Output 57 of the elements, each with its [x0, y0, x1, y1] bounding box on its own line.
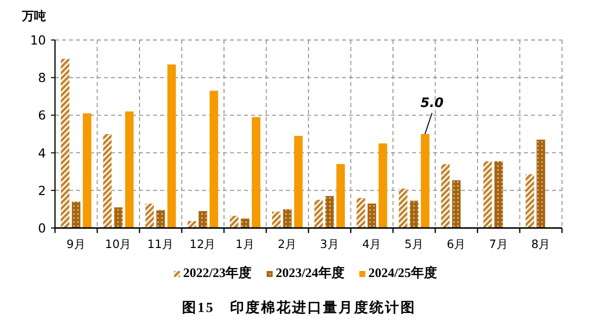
- x-tick-label: 10月: [105, 237, 132, 251]
- x-tick-label: 7月: [488, 237, 508, 251]
- bar: [494, 161, 503, 228]
- x-tick-label: 2月: [278, 237, 298, 251]
- bar: [272, 212, 281, 228]
- bar: [452, 180, 461, 228]
- legend-label: 2024/25年度: [368, 265, 437, 280]
- bar: [72, 202, 80, 228]
- bar: [210, 90, 218, 228]
- bar: [378, 143, 388, 228]
- legend-label: 2022/23年度: [183, 265, 252, 280]
- annotation: 5.0: [420, 96, 444, 111]
- y-tick-label: 2: [38, 182, 46, 198]
- bar: [283, 209, 292, 228]
- x-tick-label: 9月: [66, 237, 86, 251]
- bar: [325, 196, 334, 228]
- bar: [536, 140, 546, 228]
- x-tick-label: 3月: [320, 237, 340, 251]
- bar: [410, 200, 418, 228]
- bar: [82, 113, 92, 228]
- text: 图15 印度棉花进口量月度统计图: [182, 299, 416, 316]
- y-axis-title: 万吨: [21, 9, 46, 23]
- bar: [60, 58, 70, 228]
- x-tick-label: 4月: [362, 237, 382, 251]
- bar: [526, 174, 534, 228]
- y-tick-label: 10: [30, 32, 46, 48]
- x-tick-label: 8月: [531, 237, 551, 251]
- bar: [167, 64, 176, 228]
- legend-label: 2023/24年度: [276, 265, 344, 280]
- x-tick-label: 6月: [446, 237, 466, 251]
- y-tick-label: 0: [38, 220, 46, 236]
- bar: [336, 164, 345, 228]
- bar: [156, 210, 165, 228]
- bar: [252, 117, 260, 228]
- y-tick-label: 8: [38, 70, 46, 86]
- bar: [103, 134, 112, 228]
- bar: [294, 136, 303, 228]
- bar: [356, 198, 366, 228]
- x-tick-label: 11月: [147, 237, 174, 251]
- y-tick-label: 4: [38, 145, 46, 160]
- x-tick-label: 1月: [235, 237, 255, 251]
- bar: [314, 200, 323, 228]
- bar: [125, 111, 134, 228]
- bar: [441, 164, 450, 228]
- y-tick-label: 6: [38, 108, 46, 123]
- bar: [368, 204, 376, 228]
- x-tick-label: 5月: [404, 237, 424, 251]
- bar: [188, 221, 196, 228]
- bar: [483, 161, 492, 228]
- bar: [240, 218, 250, 228]
- bar: [420, 134, 430, 228]
- bar: [145, 204, 154, 228]
- bar: [398, 188, 408, 228]
- bar: [230, 216, 238, 228]
- bar: [198, 211, 208, 228]
- bar: [114, 207, 123, 228]
- x-tick-label: 12月: [190, 237, 216, 251]
